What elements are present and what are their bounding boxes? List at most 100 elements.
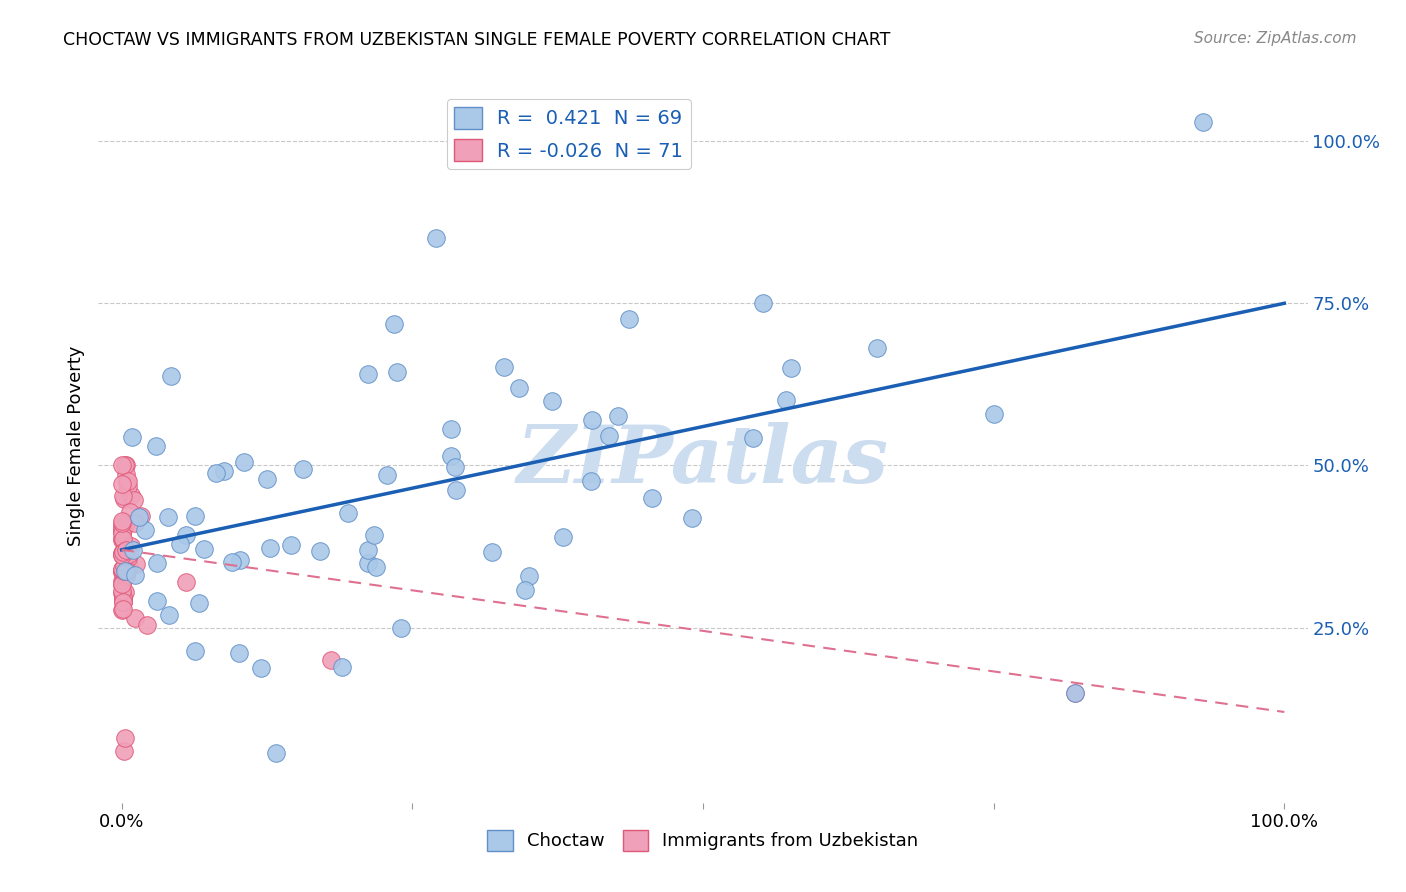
Point [983, 407, 1005, 421]
Point [114, 549, 136, 564]
Point [134, 524, 156, 538]
Point [357, 556, 380, 570]
Point [214, 464, 236, 478]
Point [115, 564, 138, 578]
Point [114, 561, 136, 575]
Point [741, 431, 763, 445]
Point [174, 575, 197, 590]
Point [111, 531, 134, 545]
Point [111, 546, 134, 560]
Point [112, 744, 135, 758]
Point [114, 564, 136, 578]
Point [121, 430, 143, 444]
Point [117, 474, 139, 488]
Point [607, 409, 630, 424]
Point [122, 542, 145, 557]
Point [112, 491, 135, 506]
Point [330, 660, 353, 674]
Point [112, 564, 135, 578]
Y-axis label: Single Female Poverty: Single Female Poverty [66, 346, 84, 546]
Point [112, 592, 135, 607]
Point [553, 530, 575, 544]
Point [111, 595, 134, 609]
Point [145, 594, 167, 608]
Point [221, 555, 243, 569]
Point [112, 549, 135, 564]
Point [118, 547, 141, 561]
Point [136, 617, 159, 632]
Point [184, 508, 207, 523]
Point [114, 549, 136, 563]
Point [508, 381, 530, 395]
Point [169, 537, 191, 551]
Point [264, 747, 287, 761]
Point [114, 731, 136, 745]
Point [205, 466, 228, 480]
Text: ZIPatlas: ZIPatlas [517, 422, 889, 499]
Point [1064, 685, 1087, 699]
Point [641, 491, 664, 505]
Point [541, 394, 564, 409]
Point [481, 545, 503, 559]
Point [280, 538, 302, 552]
Point [124, 611, 146, 625]
Point [184, 643, 207, 657]
Point [115, 458, 138, 473]
Point [309, 544, 332, 558]
Point [779, 360, 801, 375]
Point [124, 516, 146, 530]
Point [145, 556, 167, 570]
Point [112, 558, 135, 573]
Point [117, 550, 139, 565]
Point [157, 510, 180, 524]
Point [111, 519, 134, 533]
Point [188, 596, 211, 610]
Point [866, 341, 889, 355]
Point [118, 505, 141, 519]
Point [120, 488, 142, 502]
Text: Source: ZipAtlas.com: Source: ZipAtlas.com [1194, 31, 1357, 46]
Point [775, 392, 797, 407]
Point [111, 458, 134, 473]
Point [111, 533, 134, 547]
Point [112, 489, 135, 503]
Point [157, 607, 180, 622]
Point [118, 558, 141, 573]
Point [111, 583, 134, 598]
Point [114, 458, 136, 473]
Point [117, 479, 139, 493]
Point [193, 542, 215, 557]
Point [111, 545, 134, 559]
Point [382, 318, 405, 332]
Point [440, 449, 463, 463]
Point [228, 646, 250, 660]
Point [111, 524, 134, 538]
Point [114, 585, 136, 599]
Point [159, 369, 181, 384]
Point [111, 548, 134, 562]
Point [124, 568, 146, 582]
Point [122, 493, 145, 508]
Point [114, 519, 136, 533]
Point [111, 577, 134, 591]
Point [145, 439, 167, 453]
Point [111, 595, 134, 609]
Point [292, 462, 315, 476]
Point [598, 428, 620, 442]
Point [111, 518, 134, 533]
Point [125, 557, 148, 571]
Point [111, 578, 134, 592]
Point [440, 422, 463, 436]
Point [111, 563, 134, 577]
Point [249, 660, 271, 674]
Text: CHOCTAW VS IMMIGRANTS FROM UZBEKISTAN SINGLE FEMALE POVERTY CORRELATION CHART: CHOCTAW VS IMMIGRANTS FROM UZBEKISTAN SI… [63, 31, 890, 49]
Point [111, 547, 134, 561]
Point [232, 455, 254, 469]
Point [128, 509, 150, 524]
Point [115, 474, 138, 488]
Point [111, 586, 134, 600]
Point [174, 528, 197, 542]
Legend: Choctaw, Immigrants from Uzbekistan: Choctaw, Immigrants from Uzbekistan [481, 822, 925, 858]
Point [259, 541, 281, 555]
Point [229, 553, 252, 567]
